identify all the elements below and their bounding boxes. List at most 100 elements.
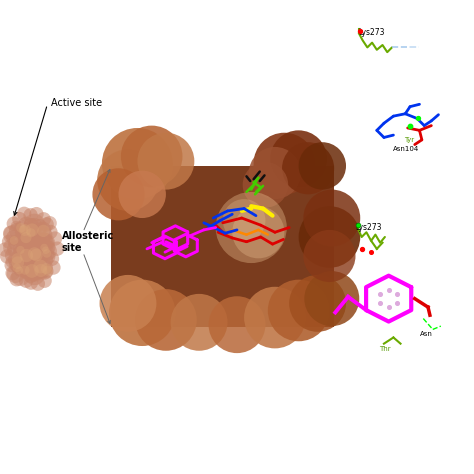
Circle shape [43,249,51,258]
Circle shape [11,221,20,230]
Circle shape [3,225,24,245]
Circle shape [13,244,30,262]
Circle shape [29,239,46,256]
Circle shape [23,208,38,222]
Circle shape [39,217,54,232]
Circle shape [13,264,21,272]
Point [354,221,362,229]
Circle shape [17,228,34,246]
Circle shape [13,261,28,277]
Circle shape [20,232,31,243]
Circle shape [40,244,48,252]
Circle shape [21,252,39,270]
Text: Allosteric
site: Allosteric site [62,231,114,253]
Circle shape [97,149,159,211]
Circle shape [282,142,334,194]
Circle shape [3,226,18,240]
Circle shape [13,240,30,258]
Circle shape [37,225,50,237]
Circle shape [48,231,62,246]
Circle shape [11,267,30,286]
Circle shape [5,247,20,264]
Circle shape [209,296,265,353]
Circle shape [27,228,36,237]
Circle shape [289,275,346,332]
Circle shape [18,246,35,264]
Circle shape [43,216,57,230]
Circle shape [15,266,23,274]
Circle shape [36,233,55,252]
Circle shape [24,248,45,268]
Bar [111,166,334,327]
Point [367,248,375,256]
Circle shape [25,264,39,278]
Circle shape [9,223,25,238]
Circle shape [118,171,166,218]
Circle shape [20,259,35,274]
Circle shape [37,273,52,288]
Point [385,286,392,294]
Circle shape [19,263,35,279]
Text: Lys273: Lys273 [356,223,382,232]
Circle shape [25,236,37,248]
Circle shape [23,228,40,246]
Point [393,291,401,298]
Circle shape [20,253,37,270]
Circle shape [24,264,45,285]
Circle shape [35,232,53,250]
Point [385,303,392,311]
Circle shape [14,220,30,236]
Circle shape [16,255,36,275]
Point [406,122,414,129]
Circle shape [24,246,35,257]
Circle shape [9,272,24,286]
Circle shape [36,263,53,280]
Circle shape [20,249,33,262]
Circle shape [34,264,47,277]
Circle shape [7,241,23,257]
Circle shape [18,217,34,232]
Circle shape [6,230,22,246]
Circle shape [32,248,49,265]
Circle shape [40,240,55,255]
Circle shape [28,247,41,260]
Circle shape [30,239,48,256]
Circle shape [299,142,346,190]
Circle shape [38,270,48,279]
Circle shape [100,275,156,332]
Circle shape [40,249,55,264]
Text: Lys273: Lys273 [358,28,384,37]
Circle shape [33,260,47,273]
Circle shape [45,252,59,266]
Circle shape [37,252,53,268]
Circle shape [303,190,360,246]
Circle shape [16,234,33,251]
Circle shape [34,235,45,246]
Circle shape [35,244,55,263]
Text: Asn: Asn [419,331,432,337]
Circle shape [21,263,35,276]
Circle shape [24,214,45,234]
Circle shape [7,217,21,231]
Circle shape [32,219,47,235]
Point [356,27,364,35]
Circle shape [135,289,197,351]
Circle shape [43,265,53,276]
Circle shape [31,242,48,259]
Circle shape [171,294,228,351]
Text: Asn104: Asn104 [393,146,419,152]
Circle shape [19,250,36,267]
Circle shape [20,265,29,275]
Circle shape [8,235,24,251]
Circle shape [0,242,12,257]
Circle shape [268,280,329,341]
Circle shape [31,266,45,280]
Circle shape [50,241,64,256]
Circle shape [303,230,356,282]
Circle shape [16,227,31,242]
Circle shape [92,168,145,220]
Circle shape [121,126,182,187]
Circle shape [41,263,52,274]
Circle shape [27,252,44,269]
Circle shape [16,223,26,233]
